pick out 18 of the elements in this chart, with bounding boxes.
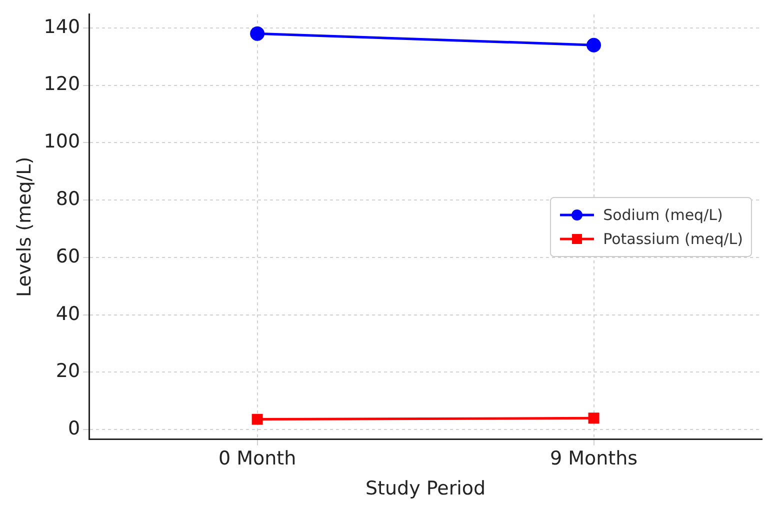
y-tick-label: 80 — [56, 188, 80, 210]
point — [250, 26, 265, 41]
point — [252, 414, 263, 425]
y-tick-label: 140 — [44, 16, 80, 38]
y-tick-label: 40 — [56, 302, 80, 325]
x-tick-label: 9 Months — [550, 448, 638, 470]
y-tick-label: 0 — [68, 418, 80, 440]
point — [586, 38, 602, 52]
y-tick-label: 60 — [56, 245, 80, 268]
y-tick-label: 20 — [56, 360, 80, 382]
legend-label: Sodium (meq/L) — [603, 206, 723, 224]
y-tick-label: 120 — [44, 73, 80, 96]
y-axis-title: Levels (meq/L) — [13, 156, 36, 297]
y-tick-label: 100 — [44, 130, 80, 153]
x-tick-label: 0 Month — [218, 448, 296, 470]
x-axis-title: Study Period — [365, 478, 486, 500]
legend-label: Potassium (meq/L) — [603, 230, 743, 248]
point — [588, 412, 600, 424]
